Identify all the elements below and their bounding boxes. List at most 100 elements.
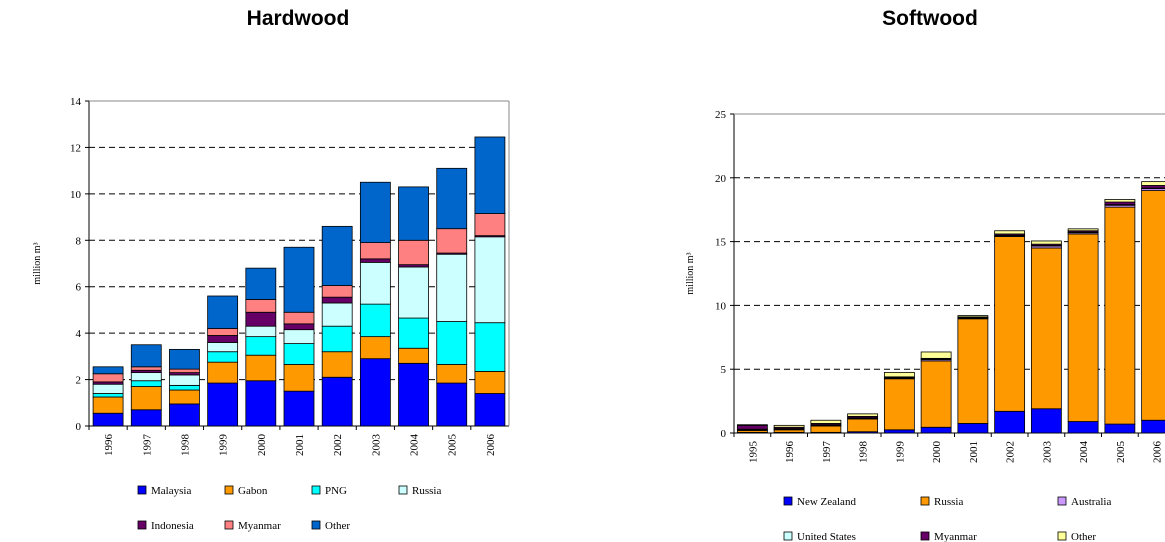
bar-segment bbox=[207, 295, 239, 329]
x-tick-label: 2005 bbox=[1115, 441, 1127, 464]
bar-segment bbox=[847, 418, 879, 433]
y-tick-label: 25 bbox=[715, 109, 727, 121]
chart-title: Softwood bbox=[882, 7, 978, 30]
legend-label: United States bbox=[797, 531, 856, 542]
x-tick-label: 1996 bbox=[784, 441, 796, 464]
bar-segment bbox=[474, 393, 506, 427]
bar-segment bbox=[207, 361, 239, 384]
bar-segment bbox=[92, 396, 124, 414]
chart-softwood: Softwood 0 5 10 15 20 25 million m³ 1995 1996 1997… bbox=[685, 7, 1165, 542]
bar-segment bbox=[810, 419, 842, 424]
x-tick-label: 1996 bbox=[103, 434, 115, 457]
legend-swatch bbox=[224, 520, 234, 530]
bar-segment bbox=[920, 351, 952, 359]
bar-segment bbox=[920, 426, 952, 434]
bar-segment bbox=[1141, 181, 1165, 186]
x-tick-label: 2004 bbox=[1078, 441, 1090, 464]
legend-label: New Zealand bbox=[797, 496, 856, 508]
y-tick-label: 2 bbox=[76, 375, 82, 387]
legend-swatch bbox=[311, 520, 321, 530]
legend-swatch bbox=[137, 485, 147, 495]
bar-segment bbox=[957, 318, 989, 424]
bar-segment bbox=[1030, 247, 1062, 410]
bar-segment bbox=[245, 311, 277, 327]
bar-segment bbox=[321, 225, 353, 286]
legend-swatch bbox=[783, 496, 793, 506]
bar-segment bbox=[283, 390, 315, 427]
x-tick-label: 2003 bbox=[1041, 441, 1053, 464]
legend-swatch bbox=[920, 496, 930, 506]
x-tick-label: 2006 bbox=[485, 433, 497, 456]
x-tick-label: 2000 bbox=[931, 441, 943, 464]
bar-segment bbox=[207, 342, 239, 353]
bar-segment bbox=[1104, 206, 1136, 425]
bar-segment bbox=[474, 236, 506, 324]
bar-segment bbox=[92, 393, 124, 398]
bar-segment bbox=[359, 242, 391, 260]
x-tick-label: 1999 bbox=[894, 441, 906, 464]
bar-segment bbox=[283, 323, 315, 331]
x-tick-label: 2001 bbox=[294, 434, 306, 456]
x-tick-label: 1998 bbox=[179, 434, 191, 457]
bar-segment bbox=[810, 425, 842, 433]
legend-label: Myanmar bbox=[238, 520, 281, 532]
bar-segment bbox=[169, 403, 200, 427]
bar-segment bbox=[283, 329, 315, 344]
legend-label: Other bbox=[325, 520, 350, 532]
y-tick-label: 14 bbox=[70, 96, 82, 108]
bar-segment bbox=[283, 246, 315, 313]
x-tick-label: 1998 bbox=[858, 441, 870, 464]
y-tick-label: 0 bbox=[721, 428, 727, 440]
bar-segment bbox=[321, 296, 353, 304]
bar-segment bbox=[1067, 233, 1099, 422]
y-tick-label: 15 bbox=[715, 237, 727, 249]
x-tick-label: 2006 bbox=[1152, 441, 1164, 464]
bar-segment bbox=[283, 364, 315, 392]
bar-segment bbox=[207, 328, 239, 336]
bar-segment bbox=[436, 382, 468, 427]
bar-segment bbox=[321, 302, 353, 327]
bar-segment bbox=[1104, 423, 1136, 434]
bar-segment bbox=[130, 366, 162, 371]
y-tick-label: 0 bbox=[76, 421, 82, 433]
bar-segment bbox=[245, 267, 277, 300]
bar-segment bbox=[398, 186, 429, 241]
y-tick-label: 20 bbox=[715, 173, 727, 185]
bar-segment bbox=[92, 373, 124, 383]
legend-label: Russia bbox=[934, 496, 963, 508]
bar-segment bbox=[359, 303, 391, 338]
bar-segment bbox=[130, 344, 162, 368]
bar-segment bbox=[436, 321, 468, 365]
bar-segment bbox=[994, 410, 1026, 434]
y-tick-label: 8 bbox=[76, 235, 82, 247]
bar-segment bbox=[1104, 199, 1136, 203]
bar-segment bbox=[245, 354, 277, 382]
legend-swatch bbox=[137, 520, 147, 530]
bar-segment bbox=[130, 386, 162, 411]
bar-segment bbox=[130, 409, 162, 427]
bar-segment bbox=[169, 368, 200, 374]
bar-segment bbox=[436, 364, 468, 384]
bar-segment bbox=[359, 258, 391, 263]
bar-segment bbox=[207, 382, 239, 427]
x-tick-label: 1999 bbox=[218, 434, 230, 457]
y-tick-label: 10 bbox=[715, 300, 727, 312]
bar-segment bbox=[1141, 190, 1165, 421]
bar-segment bbox=[883, 378, 915, 431]
y-tick-label: 6 bbox=[76, 282, 82, 294]
x-tick-label: 1995 bbox=[747, 441, 759, 464]
bar-segment bbox=[359, 261, 391, 305]
legend-swatch bbox=[1057, 531, 1067, 541]
legend-swatch bbox=[398, 485, 408, 495]
bar-segment bbox=[398, 317, 429, 349]
legend-swatch bbox=[224, 485, 234, 495]
bar-segment bbox=[994, 230, 1026, 235]
legend-label: Myanmar bbox=[934, 531, 977, 542]
y-tick-label: 5 bbox=[721, 364, 727, 376]
bar-segment bbox=[436, 167, 468, 230]
legend-swatch bbox=[783, 531, 793, 541]
bar-segment bbox=[283, 343, 315, 365]
bar-segment bbox=[245, 380, 277, 427]
